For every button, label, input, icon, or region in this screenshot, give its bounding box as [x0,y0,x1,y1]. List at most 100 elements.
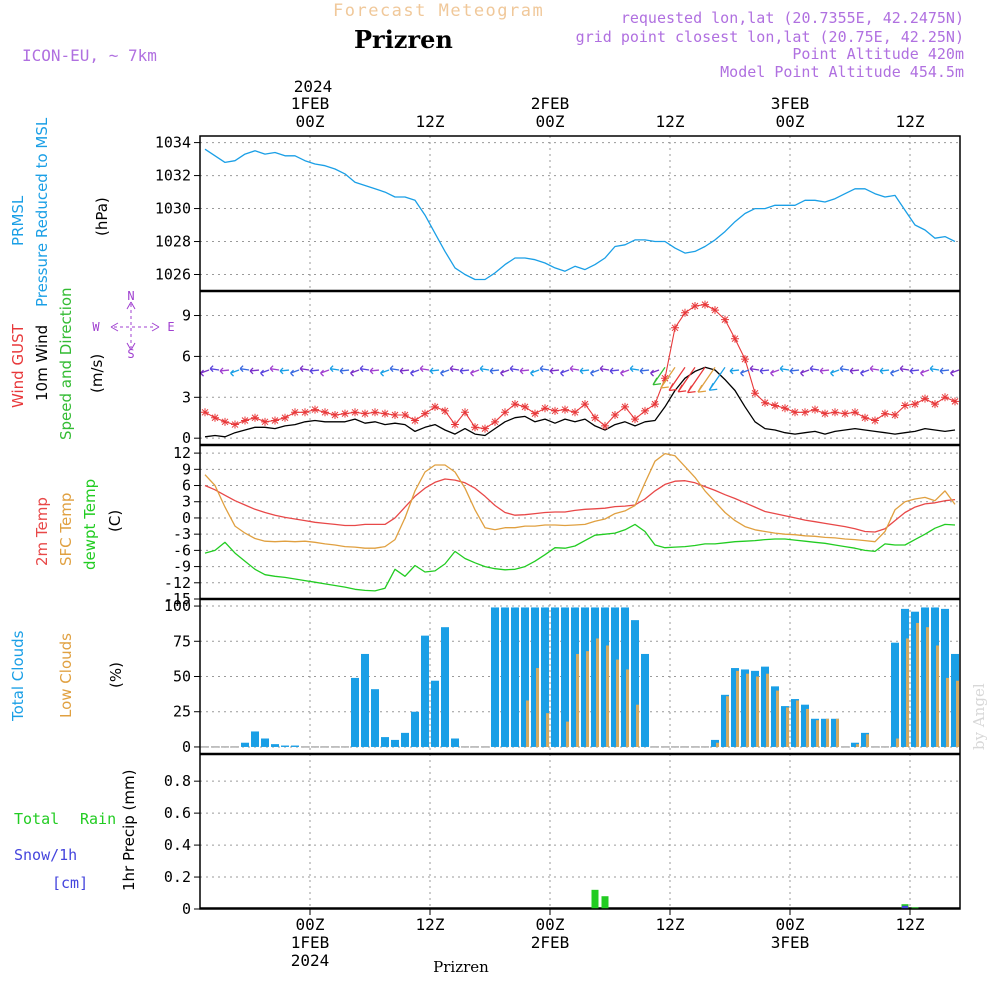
wind-direction-arrow [708,366,726,391]
low-cloud-bar [896,738,899,747]
gust-marker [391,411,399,420]
total-cloud-bar [451,738,459,747]
gust-marker [721,315,729,324]
wind-label-direction: Speed and Direction [57,287,75,440]
total-cloud-bar [401,732,409,747]
app-title: Forecast Meteogram [333,1,544,21]
wind-direction-arrow [789,367,800,375]
total-cloud-bar [801,704,809,747]
wind-direction-arrow [350,369,360,377]
low-cloud-bar [796,700,799,747]
total-cloud-bar [731,668,739,747]
wind-direction-arrow [249,367,260,375]
low-cloud-bar [636,704,639,747]
chart-frame [199,135,961,910]
gust-marker [671,323,679,332]
low-cloud-bar [766,673,769,747]
gust-marker [881,409,889,418]
wind-direction-arrow [620,369,630,377]
time-top-hour: 12Z [656,112,685,131]
gust-marker [851,408,859,417]
gust-marker [211,413,219,422]
gust-marker [771,401,779,410]
total-cloud-bar [371,689,379,747]
wind-direction-arrow [339,367,350,375]
clouds-ytick-label: 0 [182,738,191,756]
gust-marker [821,409,829,418]
model-altitude: Model Point Altitude 454.5m [720,63,964,81]
total-cloud-bar [291,745,299,747]
gust-marker [531,409,539,418]
temperature-ytick-label: 9 [182,460,191,478]
precip-unit: 1hr Precip (mm) [120,770,138,891]
gust-marker [221,417,229,426]
gust-marker [641,406,649,415]
gust-marker [801,408,809,417]
wind-direction-arrow [652,366,666,386]
arrow-right-icon [151,322,160,332]
gust-marker [681,308,689,317]
wind-direction-arrow [920,369,930,377]
wind-direction-arrow [668,366,686,392]
gust-marker [901,401,909,410]
clouds-ytick-label: 25 [173,703,191,721]
low-cloud-bar [756,676,759,747]
total-cloud-bar [541,607,549,747]
gust-marker [381,409,389,418]
top-year: 2024 [294,77,333,96]
cloud-label-low: Low Clouds [57,633,75,718]
total-cloud-bar [891,642,899,747]
pressure-label-msl: Pressure Reduced to MSL [33,117,51,307]
time-bottom-date: 3FEB [771,933,810,952]
wind-direction-arrow [579,367,590,375]
time-top-hour: 12Z [416,112,445,131]
gust-marker [711,306,719,315]
marker-series [201,300,959,433]
wind-direction-arrow [269,365,280,373]
pressure-unit: (hPa) [93,197,111,236]
compass-east: E [167,320,174,334]
wind-ytick-label: 9 [182,307,191,325]
low-cloud-bar [726,696,729,747]
total-cloud-bar [251,731,259,747]
total-cloud-bar [501,607,509,747]
wind-direction-arrow [539,365,550,373]
total-cloud-bar [641,653,649,747]
low-cloud-bar [936,645,939,747]
total-cloud-bar [581,607,589,747]
wind-direction-arrow [779,365,790,373]
gust-marker [411,416,419,425]
temperature-ytick-label: -3 [173,525,191,543]
gust-marker [751,389,759,398]
wind-direction-arrow [740,369,750,377]
wind-direction-arrow [860,369,870,377]
gust-marker [921,394,929,403]
low-cloud-bar [946,677,949,747]
wind-direction-arrow [449,365,460,373]
wind-direction-arrow [800,369,810,377]
wind-direction-arrow [609,367,620,375]
gust-marker [761,398,769,407]
wind-ytick-label: 0 [182,429,191,447]
gust-marker [511,400,519,409]
gust-marker [231,420,239,429]
wind-direction-arrow [479,365,490,373]
total-cloud-bar [851,742,859,747]
gust-marker [731,334,739,343]
time-bottom-hour: 12Z [416,915,445,934]
wind-direction-arrow [429,367,440,375]
precip-ytick-label: 0.2 [164,868,191,886]
low-cloud-bar [566,721,569,747]
wind-arrows [200,365,960,394]
tick-labels: 1FEB00Z00Z1FEB202412Z12Z2FEB00Z00Z2FEB12… [155,94,925,970]
time-bottom-hour: 00Z [776,915,805,934]
wind-direction-arrow [599,365,610,373]
wind-direction-arrow [687,366,706,394]
total-cloud-bar [821,718,829,747]
gust-marker [501,408,509,417]
gust-marker [551,406,559,415]
wind-direction-arrow [697,366,716,393]
gust-marker [871,416,879,425]
gust-marker [811,405,819,414]
